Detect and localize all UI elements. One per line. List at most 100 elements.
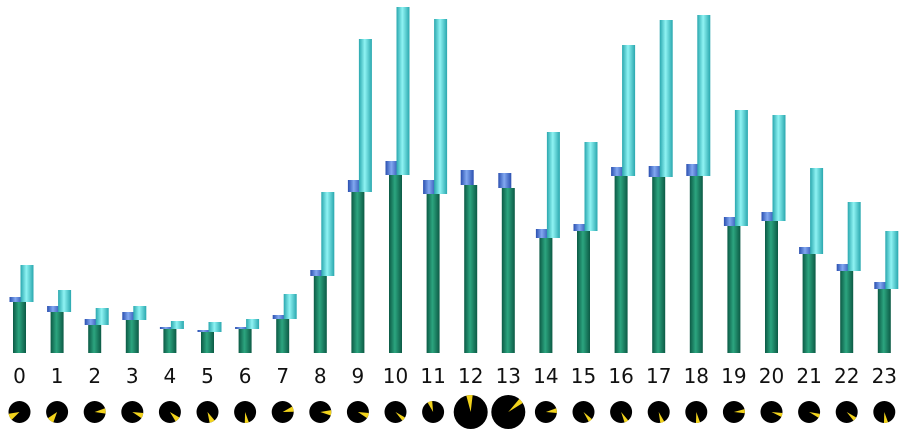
hour-pie xyxy=(384,401,407,423)
hour-pie xyxy=(271,401,294,423)
bar-series1 xyxy=(689,176,703,353)
bar-series3 xyxy=(885,231,899,289)
bar-series2 xyxy=(761,212,775,221)
bar-series3 xyxy=(847,202,861,271)
bar-series1 xyxy=(276,319,290,353)
bar-series2 xyxy=(84,319,98,325)
hour-pie xyxy=(8,401,31,423)
pie-slice xyxy=(771,412,783,417)
bar-series1 xyxy=(652,177,666,353)
bar-series2 xyxy=(723,217,737,226)
hour-label: 1 xyxy=(51,364,64,388)
pie-slice xyxy=(395,412,406,421)
hour-label: 4 xyxy=(164,364,177,388)
pie-slice xyxy=(508,398,523,412)
pie-slice xyxy=(466,395,473,412)
pie-slice xyxy=(583,412,592,422)
hour-label: 3 xyxy=(126,364,139,388)
bar-series2 xyxy=(310,270,324,276)
hour-pie xyxy=(873,401,896,423)
hour-label: 2 xyxy=(88,364,101,388)
bar-series2 xyxy=(385,161,399,175)
bar-series2 xyxy=(874,282,888,289)
bar-series1 xyxy=(313,276,327,353)
hour-pie xyxy=(760,401,783,423)
bar-series1 xyxy=(840,271,854,353)
pie-slice xyxy=(809,412,820,418)
pie-slice xyxy=(658,412,665,423)
pie-slice xyxy=(47,412,58,423)
bar-series3 xyxy=(283,294,297,319)
bar-series3 xyxy=(659,20,673,177)
pie-slice xyxy=(94,408,106,414)
bar-series2 xyxy=(347,180,361,192)
pie-slice xyxy=(883,412,889,423)
hour-label: 14 xyxy=(533,364,558,388)
bar-series3 xyxy=(734,110,748,226)
bar-series1 xyxy=(201,332,214,353)
hour-pie xyxy=(346,401,369,423)
bar-series3 xyxy=(434,19,448,194)
bar-series1 xyxy=(351,192,365,353)
bar-series2 xyxy=(573,224,587,231)
bar-series1 xyxy=(802,254,816,353)
bar-series3 xyxy=(246,319,260,329)
hour-pie xyxy=(234,401,257,423)
hour-pie xyxy=(647,401,670,423)
pie-slice xyxy=(695,412,701,423)
bar-series2 xyxy=(460,170,474,185)
bar-series2 xyxy=(235,327,249,329)
bar-series1 xyxy=(765,221,778,353)
pie-slice xyxy=(621,412,629,423)
hour-label: 20 xyxy=(759,364,784,388)
bar-series1 xyxy=(238,329,252,353)
hour-label: 18 xyxy=(684,364,709,388)
pie-slice xyxy=(282,406,294,412)
bar-series1 xyxy=(877,289,891,353)
bar-series2 xyxy=(648,166,662,177)
bar-series3 xyxy=(697,15,711,176)
hour-label: 16 xyxy=(608,364,633,388)
hour-pie xyxy=(196,401,219,423)
bar-series3 xyxy=(396,7,410,175)
bar-series3 xyxy=(810,168,824,254)
bar-series2 xyxy=(423,180,437,194)
hour-pie xyxy=(610,401,633,423)
hour-label: 5 xyxy=(201,364,214,388)
bar-series3 xyxy=(622,45,636,176)
pie-slice xyxy=(244,412,249,423)
bar-series3 xyxy=(208,322,222,332)
bar-series3 xyxy=(133,306,147,320)
hour-pie xyxy=(121,401,144,423)
bar-series1 xyxy=(577,231,590,353)
bar-series3 xyxy=(20,265,34,302)
bar-series1 xyxy=(426,194,440,353)
hour-pie xyxy=(83,401,106,423)
bar-series3 xyxy=(772,115,786,221)
bar-series2 xyxy=(611,167,625,176)
pie-slice xyxy=(8,412,20,420)
hour-pie xyxy=(722,401,745,423)
hour-pie xyxy=(572,401,595,423)
bar-series1 xyxy=(13,302,26,353)
hour-pie xyxy=(422,401,445,423)
bar-series1 xyxy=(501,188,515,353)
bar-series1 xyxy=(88,325,102,353)
hour-label: 19 xyxy=(721,364,746,388)
hour-label: 22 xyxy=(834,364,859,388)
pie-slice xyxy=(320,410,332,416)
bar-series1 xyxy=(125,320,139,353)
bar-series3 xyxy=(58,290,72,312)
pie-slice xyxy=(132,412,144,419)
hour-label: 7 xyxy=(276,364,289,388)
pie-slice xyxy=(207,412,215,423)
hour-pie xyxy=(685,401,708,423)
bar-series3 xyxy=(170,321,184,329)
hour-label: 15 xyxy=(571,364,596,388)
hour-label: 12 xyxy=(458,364,483,388)
hour-pie xyxy=(46,401,69,423)
bar-series1 xyxy=(389,175,402,353)
bar-series1 xyxy=(464,185,478,353)
hour-pie xyxy=(491,395,526,429)
pie-slice xyxy=(846,412,857,421)
